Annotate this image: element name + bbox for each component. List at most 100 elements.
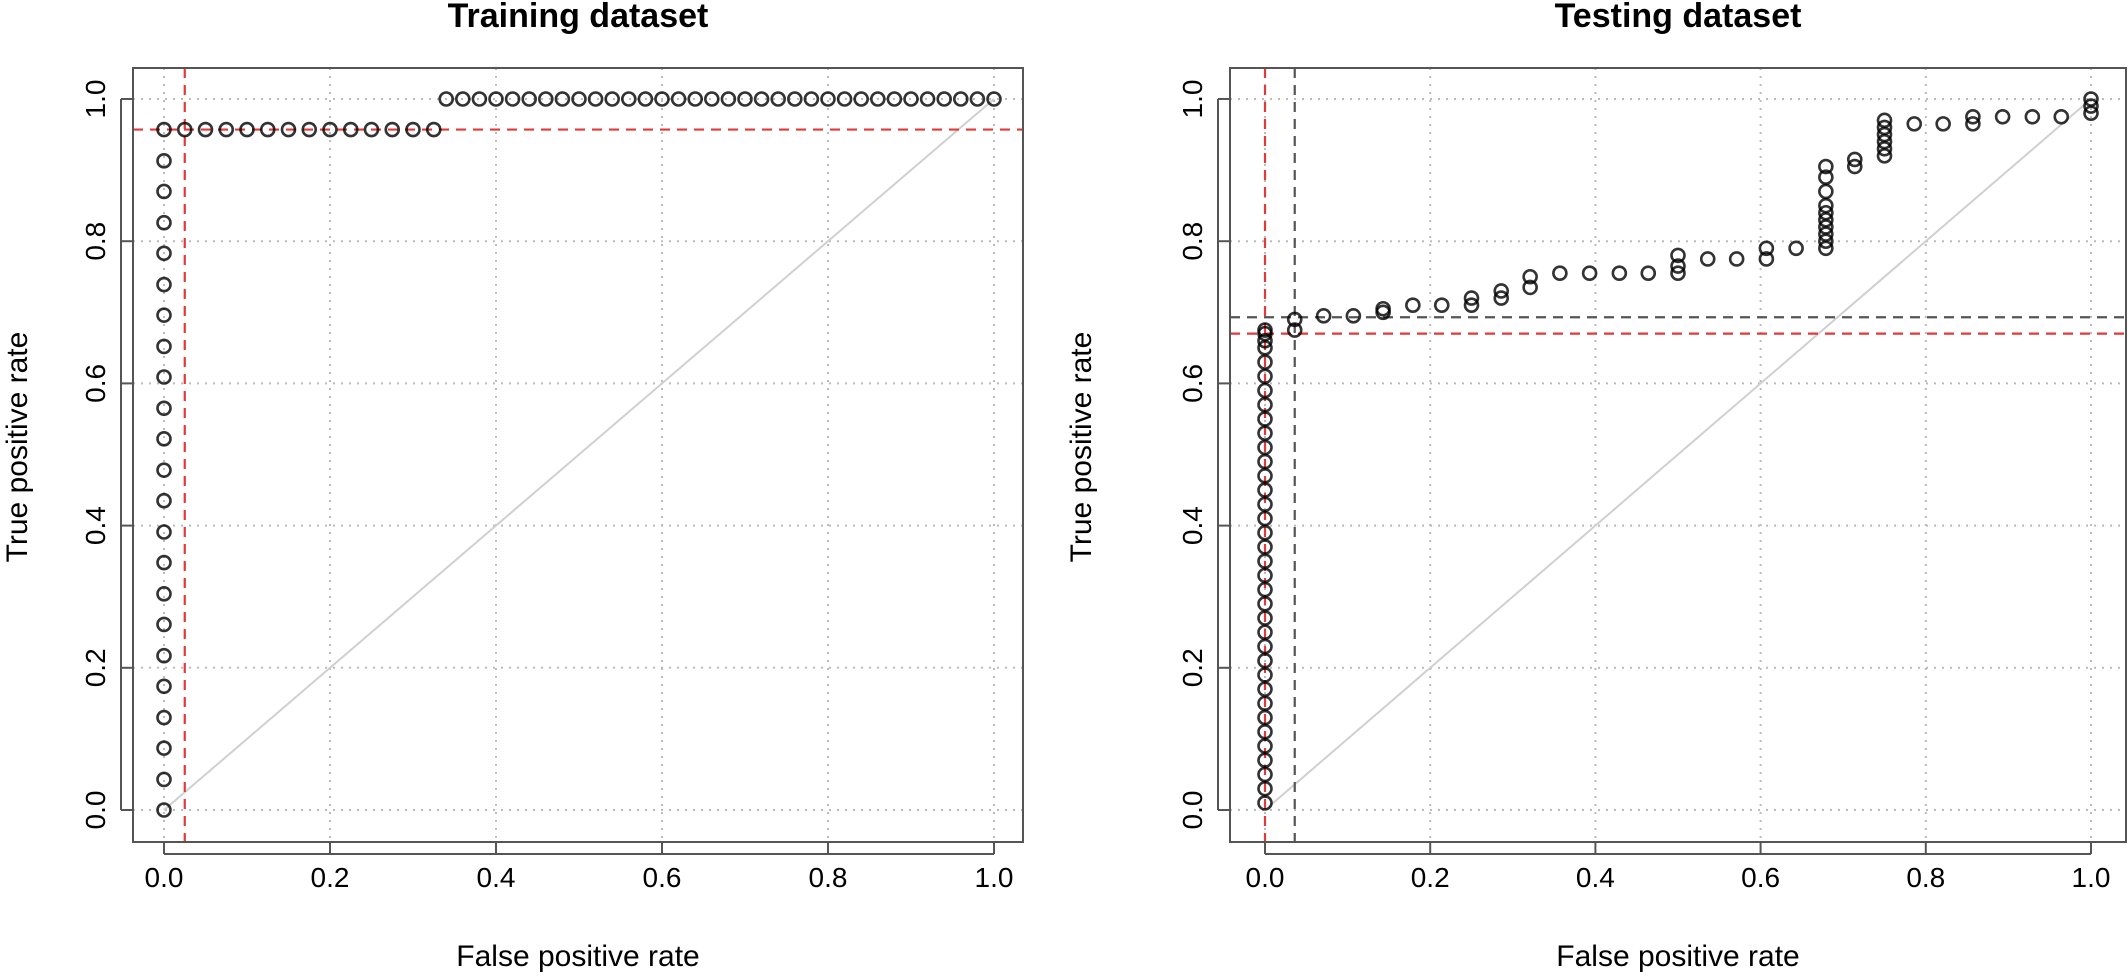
roc-point: [438, 91, 455, 107]
roc-point: [384, 121, 401, 138]
diagonal-reference-line: [1264, 98, 2092, 811]
roc-point: [1493, 283, 1510, 299]
y-tick-label: 0.6: [80, 364, 111, 403]
roc-point: [936, 91, 953, 107]
roc-points: [156, 91, 1002, 818]
roc-point: [919, 91, 936, 107]
y-tick-label: 0.0: [1177, 791, 1208, 830]
roc-point: [1463, 290, 1480, 306]
roc-point: [836, 91, 853, 107]
roc-point: [886, 91, 903, 107]
roc-point: [903, 91, 919, 107]
roc-point: [1493, 290, 1510, 306]
roc-point: [1670, 265, 1686, 281]
roc-point: [2053, 108, 2070, 125]
roc-point: [454, 91, 471, 107]
roc-point: [587, 91, 604, 107]
x-tick-label: 1.0: [975, 862, 1014, 893]
roc-point: [820, 91, 836, 107]
roc-point: [571, 91, 587, 107]
roc-point: [504, 91, 521, 107]
roc-point: [156, 338, 172, 355]
roc-point: [1906, 116, 1923, 132]
roc-point: [156, 183, 172, 200]
roc-point: [156, 740, 172, 756]
roc-point: [2083, 91, 2099, 107]
roc-point: [1699, 251, 1716, 267]
roc-point: [1522, 268, 1538, 285]
roc-point: [156, 771, 172, 788]
plot-frame: [1229, 67, 2127, 843]
y-tick-label: 0.4: [80, 506, 111, 545]
y-tick-label: 0.8: [80, 222, 111, 261]
roc-point: [986, 91, 1002, 107]
roc-point: [156, 802, 172, 818]
roc-point: [853, 91, 870, 107]
x-tick-label: 0.2: [1411, 862, 1450, 893]
x-tick-label: 0.6: [643, 862, 682, 893]
roc-point: [1846, 151, 1863, 168]
y-tick-label: 0.8: [1177, 222, 1208, 261]
roc-point: [2083, 98, 2099, 114]
roc-point: [176, 121, 193, 138]
roc-point: [1876, 119, 1893, 136]
roc-point: [156, 492, 172, 509]
roc-point: [1286, 322, 1303, 338]
roc-point: [1611, 265, 1628, 281]
roc-point: [952, 91, 969, 107]
y-tick-label: 0.0: [80, 791, 111, 830]
roc-point: [1846, 158, 1863, 175]
roc-point: [1876, 112, 1893, 129]
roc-point: [156, 153, 172, 169]
roc-point: [1375, 300, 1391, 317]
x-tick-label: 0.0: [1246, 862, 1285, 893]
roc-point: [156, 369, 172, 385]
roc-point: [259, 121, 276, 138]
roc-point: [1670, 258, 1686, 274]
roc-point: [637, 91, 654, 107]
y-tick-label: 0.6: [1177, 364, 1208, 403]
roc-point: [687, 91, 704, 107]
roc-point: [156, 616, 172, 633]
roc-point: [1935, 116, 1951, 132]
testing-roc-panel: Testing dataset 0.0 0.2 0.4 0.6 0.8 1.0 0.0 0.2…: [1064, 0, 2128, 979]
roc-point: [604, 91, 621, 107]
y-tick-label: 0.4: [1177, 506, 1208, 545]
roc-points: [1257, 91, 2099, 811]
roc-point: [156, 554, 172, 571]
x-axis-label: False positive rate: [456, 940, 699, 973]
roc-point: [670, 91, 687, 107]
roc-point: [471, 91, 488, 107]
roc-point: [156, 121, 172, 138]
roc-point: [156, 709, 172, 726]
roc-point: [488, 91, 504, 107]
cutoff-lines: [1230, 68, 2126, 842]
roc-point: [156, 431, 172, 447]
roc-point: [770, 91, 787, 107]
x-tick-label: 0.8: [1906, 862, 1945, 893]
roc-point: [1257, 332, 1273, 349]
y-axis-label: True positive rate: [1065, 332, 1098, 563]
roc-point: [620, 91, 637, 107]
roc-point: [156, 586, 172, 602]
cutoff-lines: [133, 68, 1023, 842]
chart-title: Testing dataset: [1555, 0, 1802, 35]
roc-point: [1315, 308, 1332, 324]
roc-point: [2024, 108, 2041, 125]
roc-point: [1758, 240, 1775, 257]
x-tick-label: 1.0: [2072, 862, 2111, 893]
roc-point: [737, 91, 753, 107]
roc-point: [405, 121, 421, 138]
training-roc-panel: Training dataset 0.0 0.2 0.4 0.6 0.8 1.0 0.0 0.…: [1, 0, 1024, 973]
roc-point: [218, 121, 235, 138]
x-tick-label: 0.2: [311, 862, 350, 893]
roc-point: [363, 121, 380, 138]
y-axis-label: True positive rate: [1, 332, 34, 563]
roc-point: [425, 121, 442, 138]
x-tick-label: 0.8: [809, 862, 848, 893]
roc-point: [786, 91, 803, 107]
roc-point: [703, 91, 720, 107]
roc-point: [1405, 297, 1421, 313]
roc-point: [156, 214, 172, 231]
y-tick-label: 1.0: [1177, 80, 1208, 119]
